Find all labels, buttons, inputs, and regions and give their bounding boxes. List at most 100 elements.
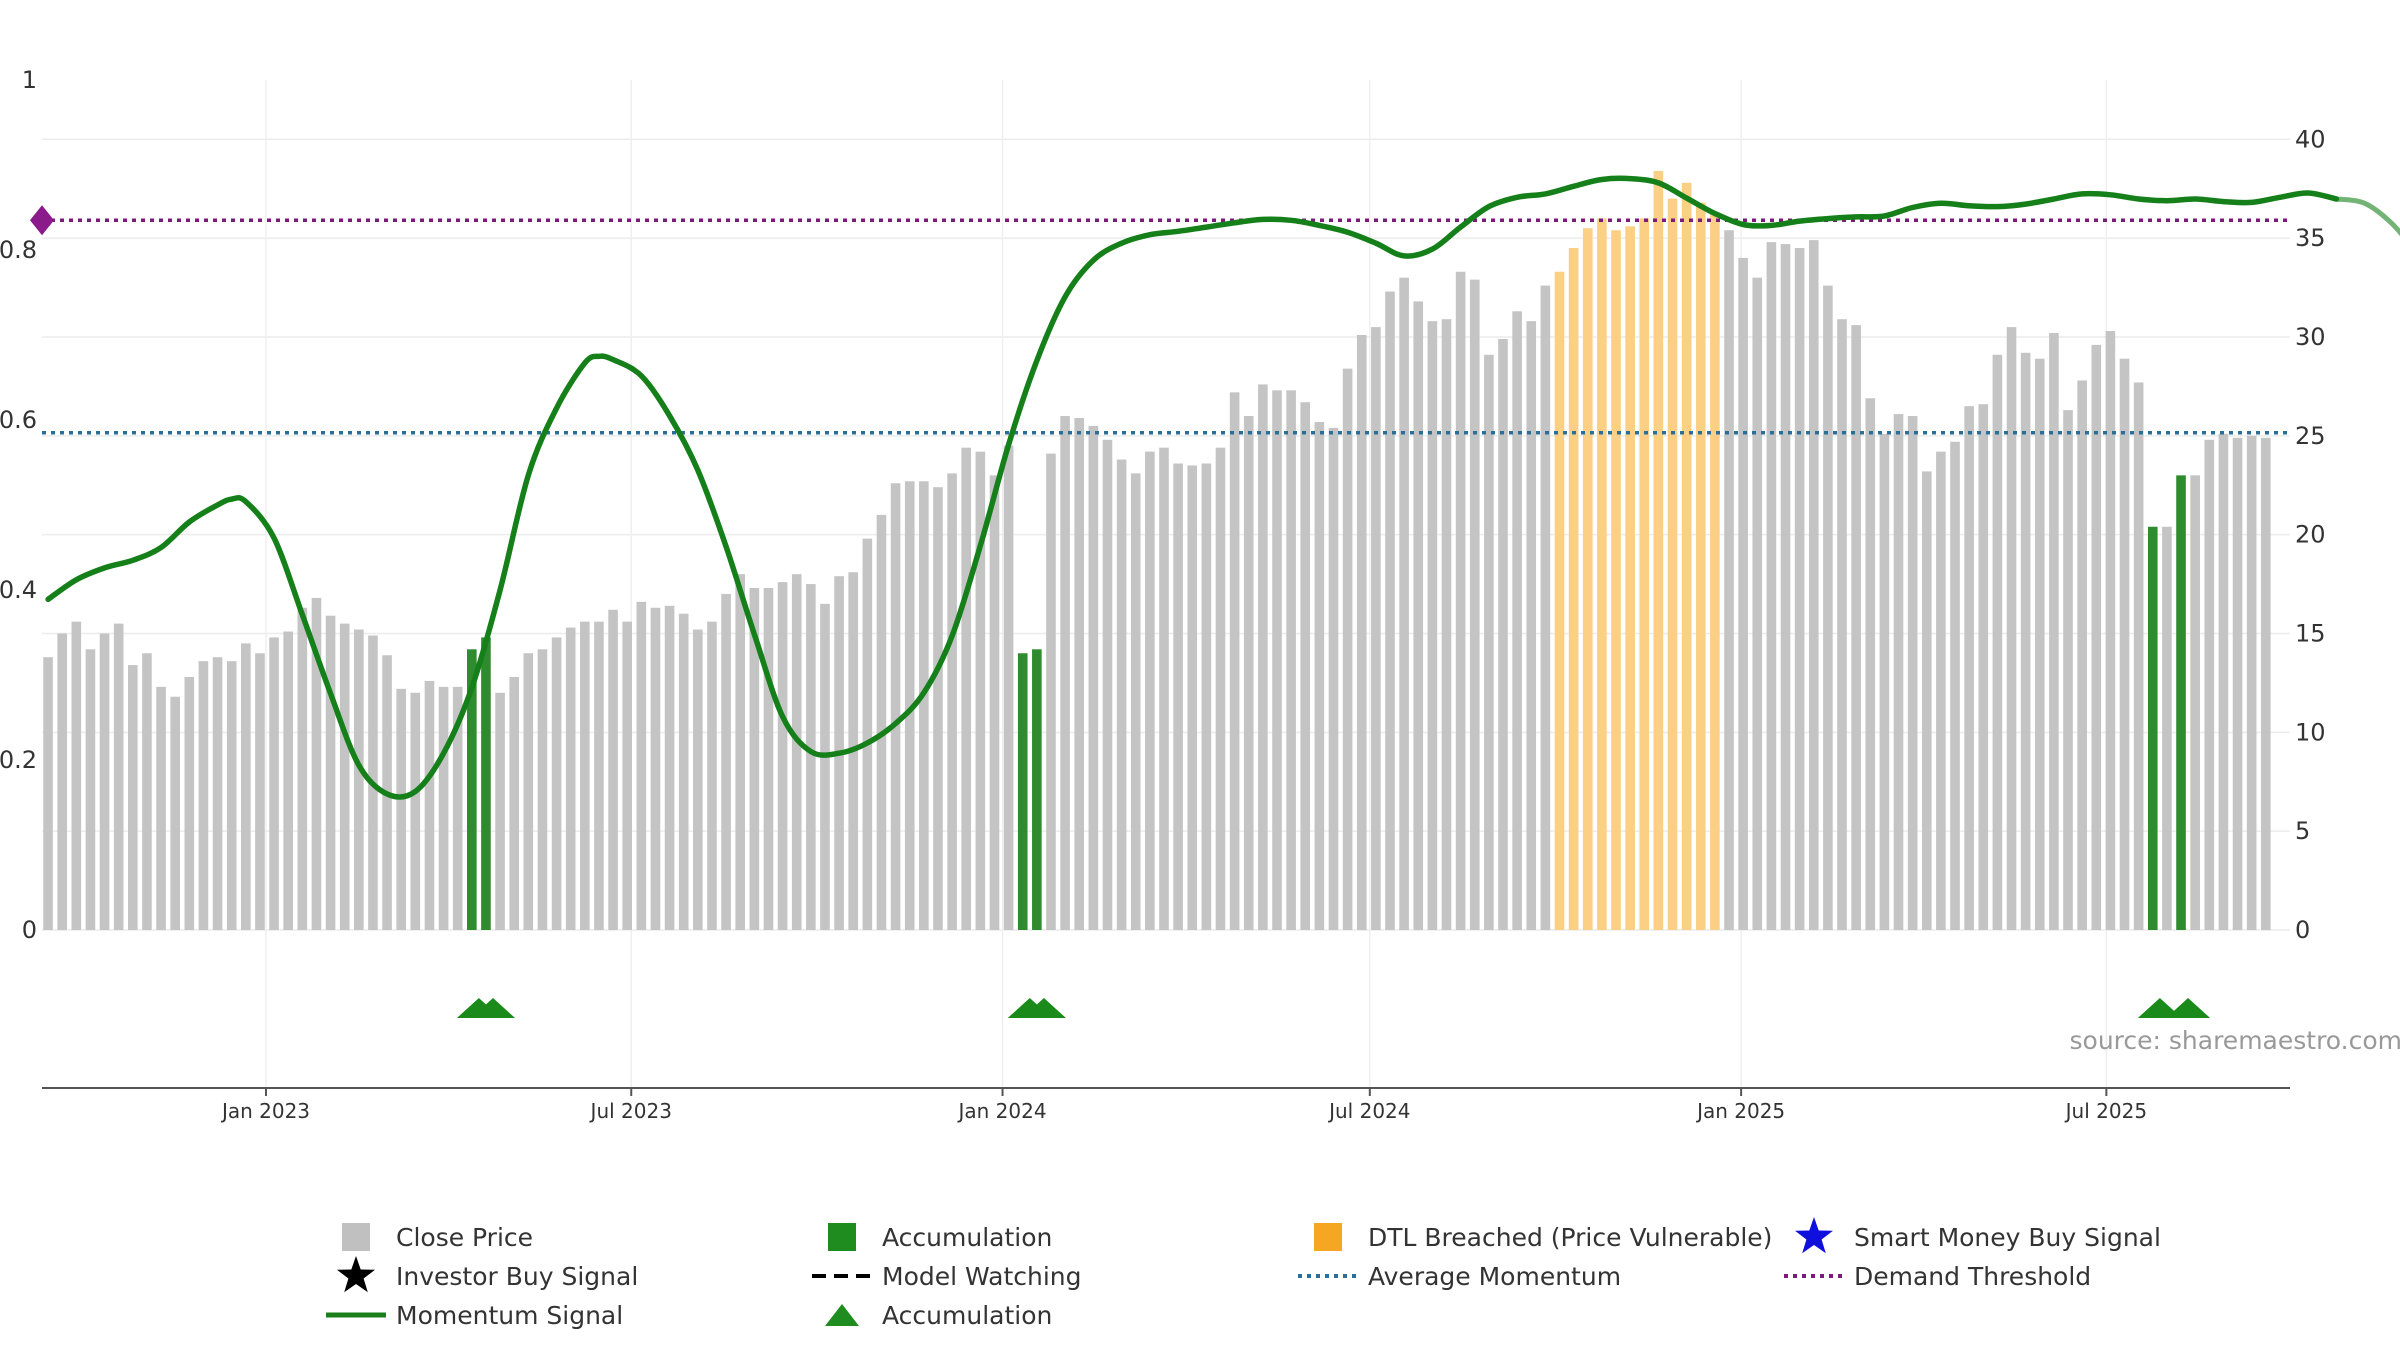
price-bar (2063, 410, 2073, 930)
price-bar (1880, 434, 1890, 930)
x-tick-label: Jul 2023 (589, 1099, 672, 1123)
price-bar (1823, 286, 1833, 930)
price-bar (919, 481, 929, 930)
dtl-breached-bar (1569, 248, 1579, 930)
price-bar (1837, 319, 1847, 930)
x-tick-label: Jul 2025 (2064, 1099, 2147, 1123)
price-bar (1343, 369, 1353, 930)
right-tick-label: 30 (2295, 323, 2326, 351)
price-bar (326, 616, 336, 930)
price-bar (283, 632, 293, 930)
price-bar (637, 602, 647, 930)
price-bar (1046, 454, 1056, 930)
price-bar (2219, 434, 2229, 930)
price-bar (820, 604, 830, 930)
legend-label: Accumulation (882, 1301, 1052, 1330)
price-bar (1936, 452, 1946, 930)
price-bar (2204, 440, 2214, 930)
price-bar (961, 448, 971, 930)
accumulation-bar-swatch (828, 1223, 856, 1251)
price-bar (2233, 438, 2243, 930)
legend-label: Demand Threshold (1854, 1262, 2091, 1291)
price-bar (1781, 244, 1791, 930)
accumulation-bar (1018, 653, 1028, 930)
x-tick-label: Jan 2025 (1695, 1099, 1785, 1123)
price-bar (1159, 448, 1169, 930)
price-bar (1272, 390, 1282, 930)
price-bar (86, 649, 96, 930)
investor-buy-star-icon (337, 1256, 375, 1292)
accumulation-markers (457, 998, 2210, 1018)
accumulation-bar (2176, 475, 2186, 930)
price-bar (2007, 327, 2017, 930)
left-tick-label: 0 (22, 916, 37, 944)
price-bar (255, 653, 265, 930)
price-bar (1216, 448, 1226, 930)
price-bars (43, 171, 2270, 930)
price-bar (877, 515, 887, 930)
price-bar (1738, 258, 1748, 930)
legend-item-demand-threshold: Demand Threshold (1784, 1262, 2091, 1291)
price-bar (976, 452, 986, 930)
price-bar (1074, 418, 1084, 930)
source-label: source: sharemaestro.com (2070, 1026, 2400, 1055)
price-bar (947, 473, 957, 930)
price-bar (1922, 471, 1932, 930)
price-bar (1244, 416, 1254, 930)
price-bar (1145, 452, 1155, 930)
smart-money-star-icon (1795, 1217, 1833, 1253)
price-bar (863, 539, 873, 930)
legend-label: Investor Buy Signal (396, 1262, 638, 1291)
price-bar (806, 584, 816, 930)
price-bar (1173, 463, 1183, 930)
legend-item-investor-buy: Investor Buy Signal (337, 1256, 638, 1292)
price-bar (1187, 465, 1197, 930)
price-bar (2106, 331, 2116, 930)
momentum-line-faded (2336, 199, 2400, 829)
price-bar (2021, 353, 2031, 930)
dtl-breached-bar (1625, 226, 1635, 930)
price-bar (2035, 359, 2045, 930)
left-axis: 00.20.40.60.81 (0, 66, 37, 944)
price-bar (2247, 436, 2257, 930)
price-bar (594, 622, 604, 930)
price-bar (1258, 384, 1268, 930)
price-bar (72, 622, 82, 930)
price-bar (1300, 402, 1310, 930)
price-bar (538, 649, 548, 930)
price-bar (1315, 422, 1325, 930)
legend-item-smart-money: Smart Money Buy Signal (1795, 1217, 2161, 1253)
price-bar (1442, 319, 1452, 930)
price-bar (1851, 325, 1861, 930)
price-bar (1752, 278, 1762, 930)
price-bar (1399, 278, 1409, 930)
accumulation-bar (2148, 527, 2158, 930)
price-bar (213, 657, 223, 930)
accumulation-marker-triangle-icon (825, 1304, 859, 1326)
price-bar (509, 677, 519, 930)
price-bar (439, 687, 449, 930)
price-bar (185, 677, 195, 930)
price-bar (1964, 406, 1974, 930)
right-tick-label: 15 (2295, 619, 2326, 647)
price-bar (1767, 242, 1777, 930)
price-bar (1357, 335, 1367, 930)
price-bar (693, 630, 703, 930)
legend-label: Average Momentum (1368, 1262, 1621, 1291)
price-bar (622, 622, 632, 930)
price-bar (1993, 355, 2003, 930)
price-bar (1526, 321, 1536, 930)
price-bar (651, 608, 661, 930)
legend-label: Accumulation (882, 1223, 1052, 1252)
right-tick-label: 40 (2295, 125, 2326, 153)
left-tick-label: 0.2 (0, 746, 37, 774)
price-bar (990, 475, 1000, 930)
price-bar (199, 661, 209, 930)
price-bar (425, 681, 435, 930)
price-bar (608, 610, 618, 930)
price-bar (2190, 475, 2200, 930)
